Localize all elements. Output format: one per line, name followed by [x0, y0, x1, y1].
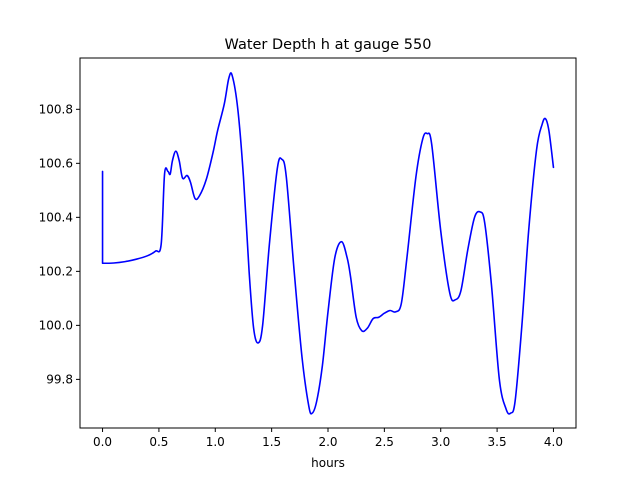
y-tick-label: 100.8 [39, 102, 73, 116]
y-tick-label: 100.0 [39, 318, 73, 332]
x-tick-label: 3.5 [488, 435, 507, 449]
x-tick-label: 3.0 [431, 435, 450, 449]
plot-background [80, 58, 576, 428]
y-axis-ticks: 99.8 100.0 100.2 100.4 100.6 100.8 [39, 102, 80, 386]
x-tick-label: 2.5 [375, 435, 394, 449]
x-axis-ticks: 0.0 0.5 1.0 1.5 2.0 2.5 3.0 3.5 4.0 [93, 428, 563, 449]
plot-area [79, 57, 577, 429]
y-tick-label: 99.8 [46, 372, 73, 386]
y-tick-label: 100.6 [39, 156, 73, 170]
series-layer [101, 72, 555, 415]
x-tick-label: 2.0 [318, 435, 337, 449]
x-tick-label: 0.5 [149, 435, 168, 449]
y-tick-label: 100.2 [39, 264, 73, 278]
x-tick-label: 1.5 [262, 435, 281, 449]
x-tick-label: 1.0 [206, 435, 225, 449]
y-tick-label: 100.4 [39, 210, 73, 224]
chart-title: Water Depth h at gauge 550 [225, 37, 432, 53]
series-line-0 [101, 72, 555, 415]
x-tick-label: 4.0 [544, 435, 563, 449]
x-tick-label: 0.0 [93, 435, 112, 449]
x-axis-label: hours [311, 456, 345, 470]
